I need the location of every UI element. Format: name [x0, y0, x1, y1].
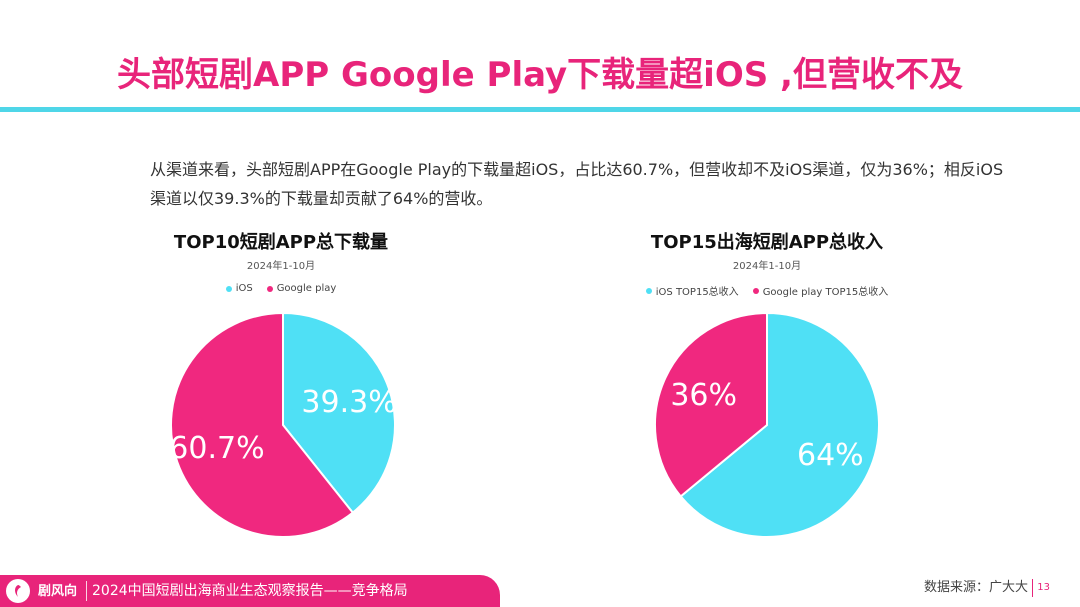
- chart1-slice-label-1: 60.7%: [169, 431, 264, 466]
- chart1-legend: iOS Google play: [101, 283, 461, 294]
- chart1-slice-label-0: 39.3%: [301, 385, 396, 420]
- chart1-slice-1: [170, 311, 355, 538]
- chart2-slice-label-1: 36%: [670, 378, 737, 413]
- title-divider: [0, 107, 1080, 112]
- footer-brand: 剧风向: [38, 584, 78, 599]
- chart1-pie: 39.3% 60.7%: [169, 311, 397, 538]
- footer-separator: [86, 581, 87, 601]
- chart2-legend-item-google: Google play TOP15总收入: [752, 283, 889, 298]
- chart1-legend-dot-ios: [225, 285, 232, 292]
- chart2-legend-item-ios: iOS TOP15总收入: [645, 283, 739, 298]
- chart2-pie: 64% 36%: [654, 311, 880, 538]
- chart2-legend: iOS TOP15总收入 Google play TOP15总收入: [587, 283, 947, 298]
- chart2-slice-label-0: 64%: [797, 438, 864, 473]
- footer-bar: [0, 575, 500, 607]
- footer-report-title: 2024中国短剧出海商业生态观察报告——竞争格局: [92, 583, 408, 599]
- chart2-legend-dot-google: [752, 287, 759, 294]
- chart2-legend-label-google: Google play TOP15总收入: [762, 287, 889, 298]
- page-title: 头部短剧APP Google Play下载量超iOS ,但营收不及: [117, 55, 963, 95]
- chart1-legend-label-ios: iOS: [235, 283, 253, 294]
- chart1-legend-item-ios: iOS: [225, 283, 253, 294]
- chart2-slice-0: [679, 311, 880, 538]
- chart1-legend-dot-google: [266, 285, 273, 292]
- data-source: 数据来源：广大大: [923, 580, 1028, 595]
- chart1-title: TOP10短剧APP总下载量: [173, 232, 389, 253]
- intro-paragraph: 从渠道来看，头部短剧APP在Google Play的下载量超iOS，占比达60.…: [150, 160, 1004, 208]
- chart2-legend-dot-ios: [645, 287, 652, 294]
- chart1-legend-label-google: Google play: [276, 283, 337, 294]
- chart2-subtitle: 2024年1-10月: [732, 261, 802, 272]
- chart1-slice-0: [282, 311, 396, 515]
- brand-logo-mark-icon: [15, 585, 21, 597]
- chart1-legend-item-google: Google play: [266, 283, 337, 294]
- chart2-title: TOP15出海短剧APP总收入: [650, 232, 884, 253]
- brand-logo-icon: [6, 579, 30, 603]
- chart2-legend-label-ios: iOS TOP15总收入: [655, 287, 739, 298]
- chart2-slice-1: [654, 311, 768, 498]
- page-number: 13: [1032, 579, 1050, 597]
- chart1-subtitle: 2024年1-10月: [246, 261, 316, 272]
